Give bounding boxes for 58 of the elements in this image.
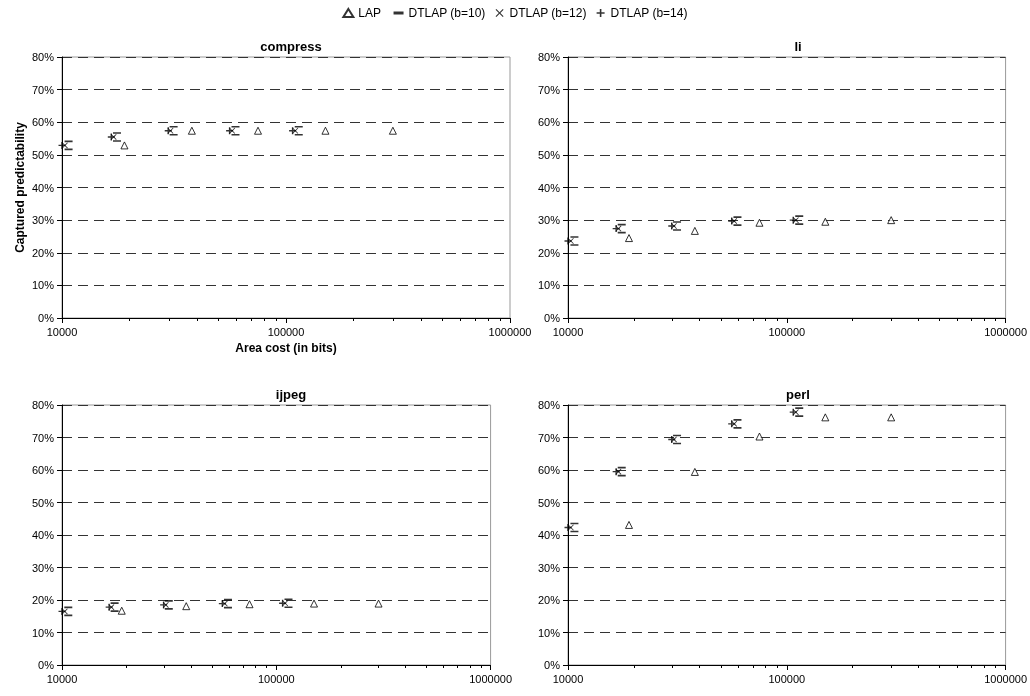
x-tick-label: 100000	[267, 325, 305, 338]
x-tick-label: 100000	[257, 672, 295, 685]
y-tick-label: 50%	[537, 496, 561, 509]
y-axis-title: Captured predictability	[13, 121, 27, 253]
y-tick-label: 30%	[31, 561, 55, 574]
y-tick-label: 0%	[544, 312, 561, 324]
y-tick-label: 80%	[31, 51, 55, 63]
legend-label: DTLAP (b=12)	[509, 6, 587, 20]
y-tick-label: 70%	[31, 431, 55, 444]
y-tick-label: 50%	[537, 148, 561, 161]
y-tick-label: 30%	[537, 214, 561, 227]
y-tick-label: 0%	[38, 659, 55, 671]
x-tick-label: 1000000	[488, 325, 532, 338]
y-tick-label: 60%	[537, 464, 561, 476]
y-tick-label: 50%	[31, 496, 55, 509]
y-tick-label: 30%	[537, 561, 561, 574]
x-tick-label: 1000000	[469, 672, 512, 685]
x-tick-label: 10000	[552, 672, 584, 685]
y-tick-label: 20%	[31, 594, 55, 606]
x-tick-label: 10000	[46, 672, 78, 685]
chart-title: li	[794, 39, 802, 54]
y-tick-label: 40%	[31, 529, 55, 541]
y-tick-label: 60%	[31, 116, 55, 129]
x-tick-label: 100000	[768, 672, 806, 685]
y-tick-label: 0%	[38, 312, 55, 324]
chart-title: perl	[786, 387, 810, 402]
y-tick-label: 70%	[537, 83, 561, 96]
y-tick-label: 10%	[537, 279, 561, 292]
chart-title: ijpeg	[275, 387, 307, 402]
legend-label: DTLAP (b=14)	[610, 6, 688, 20]
y-tick-label: 20%	[31, 246, 55, 259]
y-tick-label: 10%	[537, 626, 561, 639]
y-tick-label: 10%	[31, 279, 55, 292]
y-tick-label: 80%	[31, 399, 55, 411]
y-tick-label: 0%	[544, 659, 561, 671]
y-tick-label: 80%	[537, 399, 561, 411]
x-tick-label: 1000000	[984, 672, 1027, 685]
chart-title: compress	[260, 39, 322, 54]
y-tick-label: 70%	[31, 83, 55, 96]
y-tick-label: 30%	[31, 214, 55, 227]
legend-label: DTLAP (b=10)	[408, 6, 486, 20]
y-tick-label: 40%	[537, 529, 561, 541]
y-tick-label: 40%	[537, 181, 561, 194]
x-tick-label: 1000000	[984, 325, 1027, 338]
x-axis-title: Area cost (in bits)	[235, 340, 337, 355]
y-tick-label: 80%	[537, 51, 561, 63]
legend-label: LAP	[358, 6, 382, 20]
y-tick-label: 40%	[31, 181, 55, 194]
x-tick-label: 10000	[552, 325, 584, 338]
x-tick-label: 10000	[46, 325, 78, 338]
x-tick-label: 100000	[768, 325, 806, 338]
y-tick-label: 60%	[31, 464, 55, 476]
y-tick-label: 60%	[537, 116, 561, 129]
y-tick-label: 50%	[31, 148, 55, 161]
y-tick-label: 10%	[31, 626, 55, 639]
y-tick-label: 20%	[537, 246, 561, 259]
y-tick-label: 20%	[537, 594, 561, 606]
y-tick-label: 70%	[537, 431, 561, 444]
